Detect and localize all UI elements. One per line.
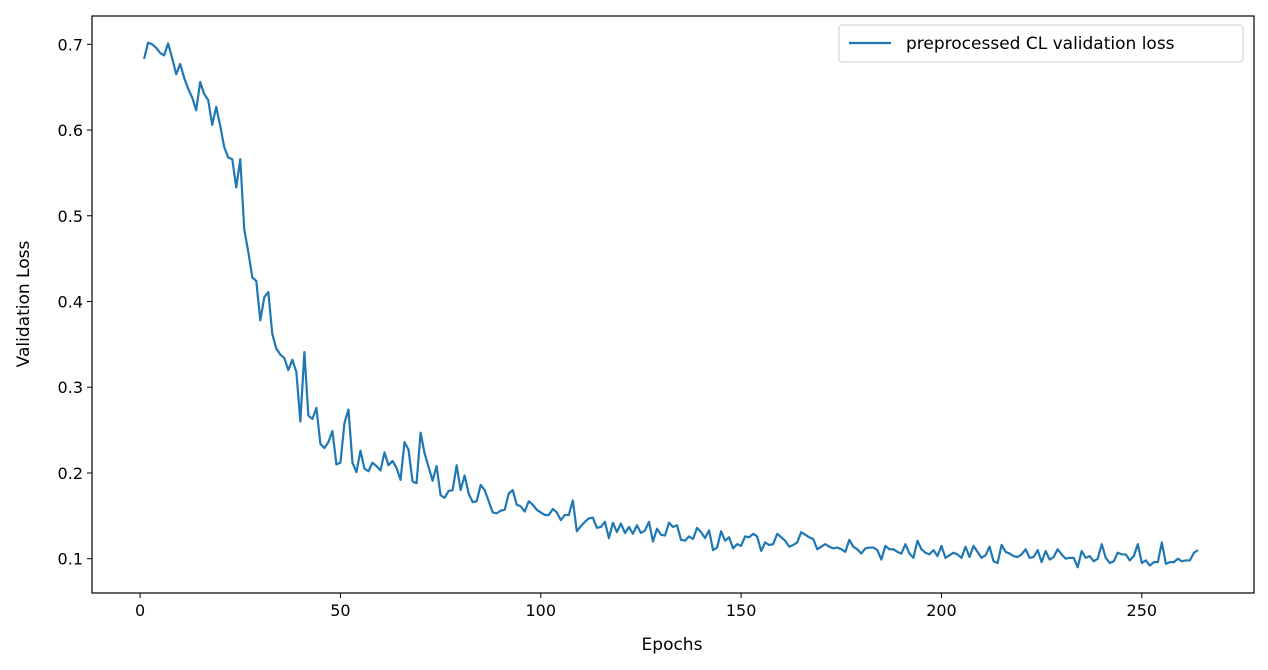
x-tick-label: 250	[1127, 601, 1158, 620]
axes-frame	[91, 15, 1255, 594]
legend-box	[838, 24, 1244, 63]
x-tick-label: 150	[726, 601, 757, 620]
y-tick-label: 0.1	[58, 550, 83, 569]
plot-area	[91, 15, 1255, 594]
series-line	[143, 41, 1199, 569]
x-tick-label: 50	[330, 601, 350, 620]
y-tick-label: 0.3	[58, 378, 83, 397]
x-axis-ticks: 0 50 100 150 200 250	[135, 593, 1157, 620]
y-axis-label: Validation Loss	[14, 241, 34, 368]
y-tick-label: 0.4	[58, 292, 83, 311]
y-axis-ticks: 0.1 0.2 0.3 0.4 0.5 0.6 0.7	[58, 35, 92, 569]
x-tick-label: 0	[135, 601, 145, 620]
x-tick-label: 200	[926, 601, 957, 620]
y-tick-label: 0.2	[58, 464, 83, 483]
x-tick-label: 100	[525, 601, 556, 620]
y-tick-label: 0.6	[58, 121, 83, 140]
y-tick-label: 0.7	[58, 35, 83, 54]
legend-series-label: preprocessed CL validation loss	[906, 34, 1175, 54]
y-tick-label: 0.5	[58, 207, 83, 226]
legend: preprocessed CL validation loss	[838, 24, 1244, 63]
x-axis-label: Epochs	[642, 635, 703, 655]
